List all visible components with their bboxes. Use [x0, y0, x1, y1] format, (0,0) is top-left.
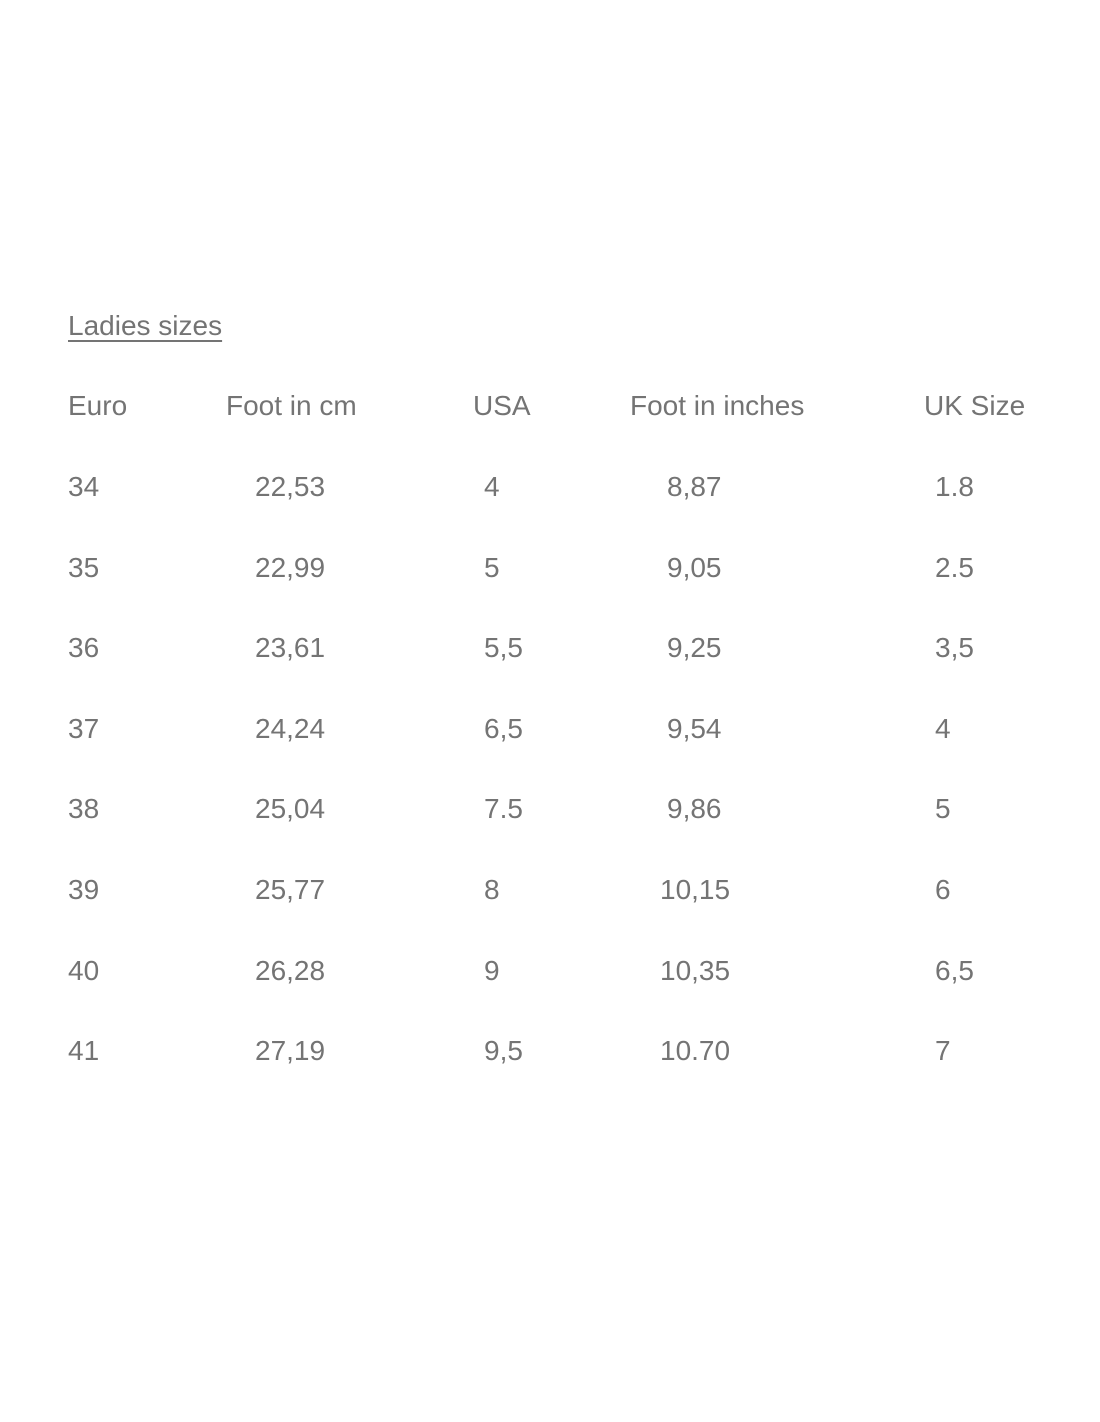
cell-usa: 9 [484, 955, 500, 986]
cell-foot-cm: 22,53 [255, 471, 326, 502]
cell-euro: 34 [68, 471, 100, 502]
cell-euro: 35 [68, 552, 100, 583]
cell-usa: 5 [484, 552, 500, 583]
column-header-foot-inches: Foot in inches [630, 390, 805, 421]
cell-foot-cm: 26,28 [255, 955, 326, 986]
cell-euro: 39 [68, 874, 100, 905]
cell-uk-size: 1.8 [935, 471, 974, 502]
cell-foot-inches: 10,35 [660, 955, 731, 986]
cell-foot-cm: 27,19 [255, 1035, 326, 1066]
cell-uk-size: 3,5 [935, 632, 974, 663]
cell-uk-size: 2.5 [935, 552, 974, 583]
cell-foot-inches: 9,25 [667, 632, 722, 663]
cell-foot-inches: 8,87 [667, 471, 722, 502]
cell-foot-inches: 10,15 [660, 874, 731, 905]
cell-foot-inches: 9,54 [667, 713, 722, 744]
cell-foot-cm: 23,61 [255, 632, 326, 663]
cell-euro: 37 [68, 713, 100, 744]
cell-foot-inches: 9,86 [667, 793, 722, 824]
cell-usa: 6,5 [484, 713, 523, 744]
cell-uk-size: 4 [935, 713, 951, 744]
cell-foot-cm: 22,99 [255, 552, 326, 583]
cell-usa: 9,5 [484, 1035, 523, 1066]
cell-euro: 40 [68, 955, 100, 986]
cell-uk-size: 5 [935, 793, 951, 824]
cell-usa: 4 [484, 471, 500, 502]
column-header-usa: USA [473, 390, 531, 421]
cell-uk-size: 6 [935, 874, 951, 905]
cell-euro: 36 [68, 632, 100, 663]
cell-euro: 38 [68, 793, 100, 824]
cell-foot-inches: 9,05 [667, 552, 722, 583]
cell-foot-cm: 25,77 [255, 874, 326, 905]
cell-usa: 7.5 [484, 793, 523, 824]
size-chart-title: Ladies sizes [68, 310, 223, 341]
cell-foot-inches: 10.70 [660, 1035, 731, 1066]
cell-foot-cm: 25,04 [255, 793, 326, 824]
column-header-foot-cm: Foot in cm [226, 390, 357, 421]
cell-uk-size: 6,5 [935, 955, 974, 986]
cell-usa: 5,5 [484, 632, 523, 663]
cell-foot-cm: 24,24 [255, 713, 326, 744]
column-header-uk-size: UK Size [924, 390, 1026, 421]
cell-euro: 41 [68, 1035, 100, 1066]
cell-usa: 8 [484, 874, 500, 905]
column-header-euro: Euro [68, 390, 128, 421]
cell-uk-size: 7 [935, 1035, 951, 1066]
